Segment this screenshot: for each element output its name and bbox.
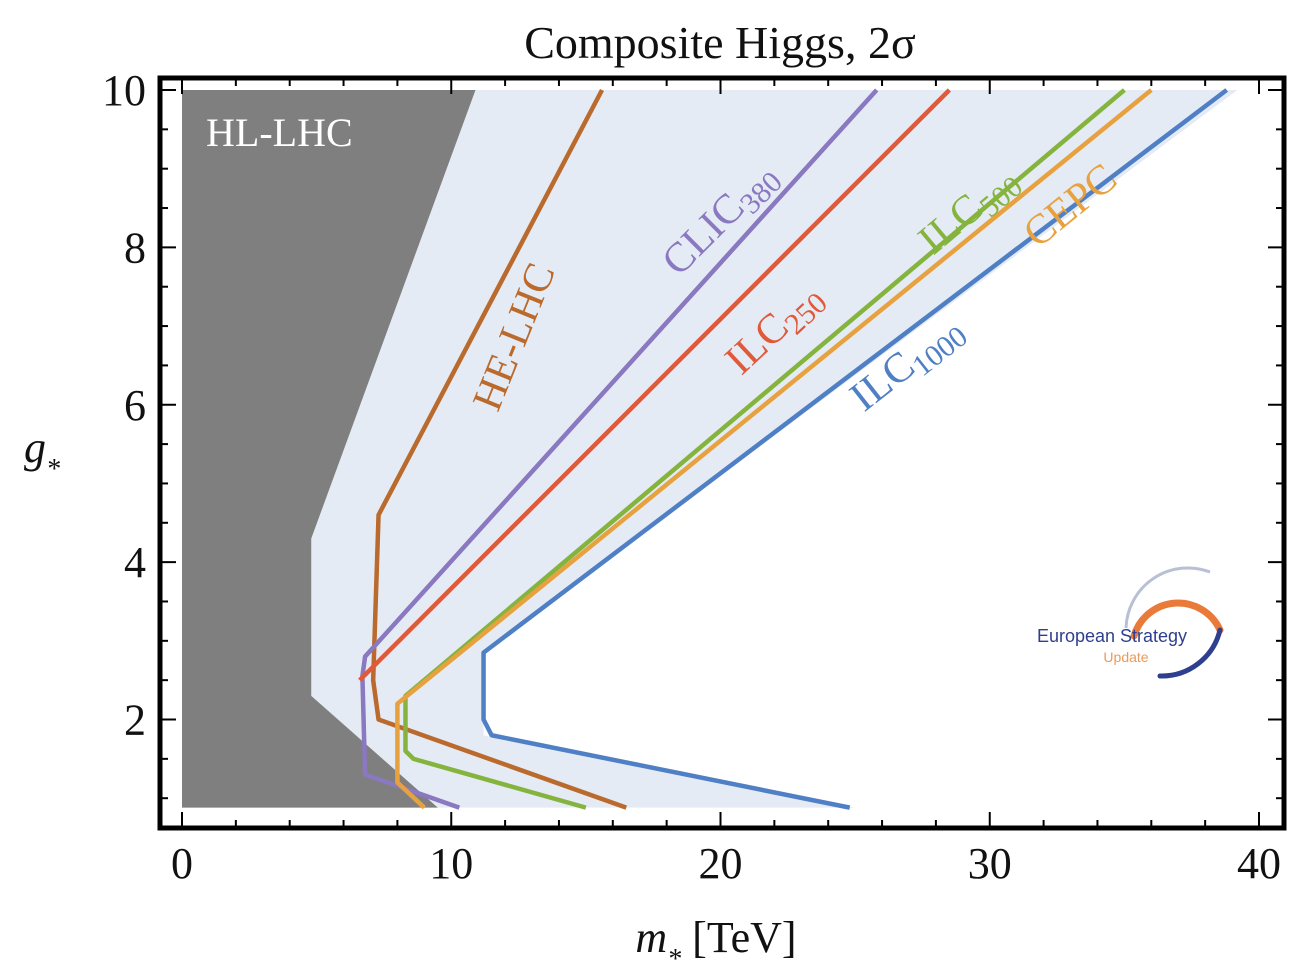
series-lines-layer xyxy=(358,88,1229,810)
logo-arc-orange-icon xyxy=(1130,599,1224,640)
x-axis-label: m* [TeV] xyxy=(635,913,796,960)
axis-ticks xyxy=(160,78,1284,828)
y-tick-label: 2 xyxy=(124,696,146,745)
region-label-hl-lhc: HL-LHC xyxy=(206,110,353,155)
y-tick-label: 8 xyxy=(124,223,146,272)
y-tick-label: 6 xyxy=(124,381,146,430)
plot-frame xyxy=(157,75,1287,831)
chart-title: Composite Higgs, 2σ xyxy=(524,17,916,68)
series-line-cepc xyxy=(395,88,1153,810)
plot-area xyxy=(182,88,1238,810)
x-tick-label: 10 xyxy=(429,839,473,888)
y-tick-label: 10 xyxy=(102,66,146,115)
logo-arc-blue-icon xyxy=(1157,627,1223,679)
region-hl-lhc xyxy=(182,90,476,808)
logo-line1: European Strategy xyxy=(1037,626,1187,646)
european-strategy-logo: European Strategy Update xyxy=(1037,566,1224,679)
y-tick-label: 4 xyxy=(124,538,146,587)
x-tick-label: 20 xyxy=(699,839,743,888)
x-tick-label: 0 xyxy=(171,839,193,888)
series-line-ilc500 xyxy=(403,88,1126,810)
x-tick-label: 30 xyxy=(968,839,1012,888)
logo-arc-grey-icon xyxy=(1124,566,1211,629)
y-axis-label: g* xyxy=(24,423,60,485)
series-line-ilc250 xyxy=(358,88,951,682)
logo-line2: Update xyxy=(1103,649,1148,665)
axis-tick-labels: 0 10 20 30 40 2 4 6 8 10 xyxy=(102,66,1281,888)
series-line-he-lhc xyxy=(370,88,628,810)
x-tick-label: 40 xyxy=(1237,839,1281,888)
series-line-ilc1000 xyxy=(481,88,1229,810)
